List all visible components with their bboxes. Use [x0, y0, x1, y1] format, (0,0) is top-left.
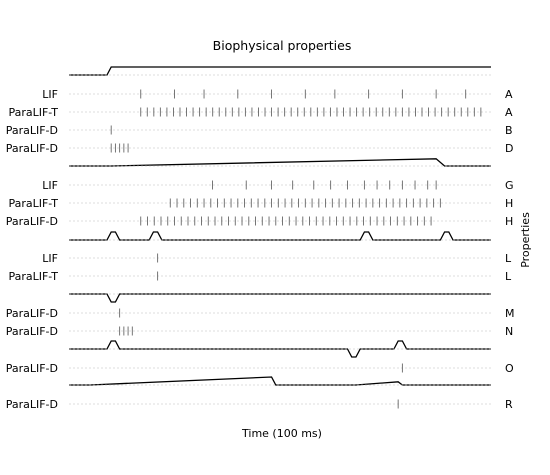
neuron-label: ParaLIF-D	[6, 307, 58, 320]
stimulus-trace	[69, 158, 491, 167]
neuron-label: ParaLIF-D	[6, 325, 58, 338]
neuron-label: LIF	[42, 252, 58, 265]
property-label: A	[505, 88, 513, 101]
raster-row: LIF A	[42, 88, 513, 101]
neuron-label: ParaLIF-T	[8, 270, 58, 283]
neuron-label: ParaLIF-T	[8, 197, 58, 210]
neuron-label: ParaLIF-T	[8, 106, 58, 119]
panel-5: ParaLIF-D O	[6, 340, 514, 375]
neuron-label: LIF	[42, 88, 58, 101]
x-axis-label: Time (100 ms)	[241, 427, 322, 440]
property-label: N	[505, 325, 513, 338]
panel-3: LIF L ParaLIF-T L	[8, 231, 512, 283]
plot-area: LIF A ParaLIF-T A ParaLIF-D B ParaLIF-D D LIF G Pa…	[6, 66, 515, 411]
property-label: A	[505, 106, 513, 119]
raster-row: ParaLIF-T H	[8, 197, 513, 210]
stimulus-trace	[69, 293, 491, 303]
property-label: L	[505, 252, 512, 265]
y-axis-label: Properties	[519, 212, 532, 268]
raster-row: ParaLIF-D D	[6, 142, 514, 155]
chart-title: Biophysical properties	[213, 38, 352, 53]
raster-row: ParaLIF-D O	[6, 362, 514, 375]
stimulus-trace	[69, 340, 491, 358]
property-label: R	[505, 398, 513, 411]
panel-2: LIF G ParaLIF-T H ParaLIF-D H	[6, 158, 514, 228]
neuron-label: ParaLIF-D	[6, 362, 58, 375]
property-label: G	[505, 179, 514, 192]
property-label: H	[505, 197, 513, 210]
raster-row: ParaLIF-D N	[6, 325, 514, 338]
panel-4: ParaLIF-D M ParaLIF-D N	[6, 293, 515, 338]
panel-6: ParaLIF-D R	[6, 376, 513, 411]
stimulus-trace	[69, 66, 491, 76]
raster-row: ParaLIF-D B	[6, 124, 513, 137]
raster-row: ParaLIF-T A	[8, 106, 513, 119]
raster-row: ParaLIF-D H	[6, 215, 514, 228]
neuron-label: ParaLIF-D	[6, 124, 58, 137]
property-label: D	[505, 142, 513, 155]
neuron-label: ParaLIF-D	[6, 398, 58, 411]
raster-row: ParaLIF-D M	[6, 307, 515, 320]
property-label: B	[505, 124, 513, 137]
neuron-label: ParaLIF-D	[6, 215, 58, 228]
property-label: L	[505, 270, 512, 283]
stimulus-trace	[69, 231, 491, 241]
panel-1: LIF A ParaLIF-T A ParaLIF-D B ParaLIF-D D	[6, 66, 514, 155]
property-label: H	[505, 215, 513, 228]
neuron-label: LIF	[42, 179, 58, 192]
neuron-label: ParaLIF-D	[6, 142, 58, 155]
raster-row: ParaLIF-D R	[6, 398, 513, 411]
raster-row: LIF L	[42, 252, 512, 265]
stimulus-trace	[69, 376, 491, 386]
property-label: M	[505, 307, 515, 320]
raster-row: LIF G	[42, 179, 513, 192]
property-label: O	[505, 362, 514, 375]
raster-row: ParaLIF-T L	[8, 270, 512, 283]
